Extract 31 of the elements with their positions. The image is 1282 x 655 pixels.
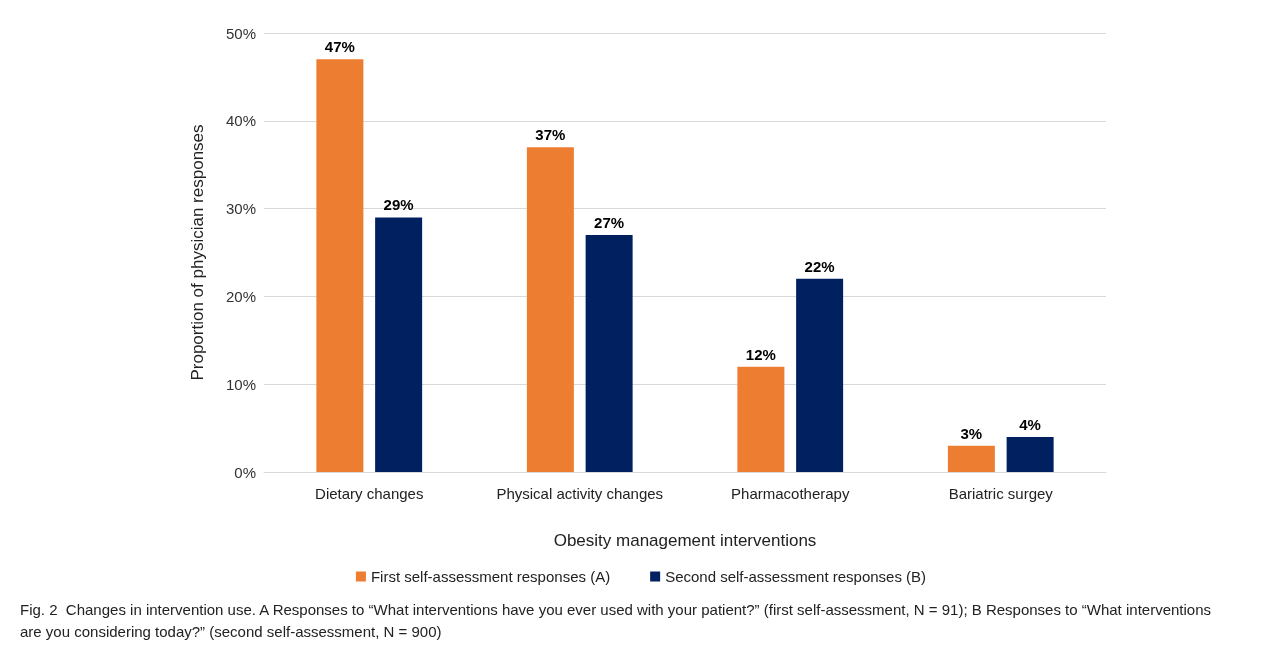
y-tick-label: 20% <box>225 287 256 305</box>
bar <box>526 147 574 472</box>
data-label: 29% <box>383 196 414 214</box>
legend-label: First self-assessment responses (A) <box>370 568 611 585</box>
x-tick-label: Pharmacotherapy <box>731 485 850 502</box>
x-tick-label: Bariatric surgey <box>948 485 1054 502</box>
data-label: 47% <box>324 38 355 56</box>
bar <box>375 217 423 472</box>
data-label: 22% <box>804 257 835 275</box>
y-tick-label: 30% <box>225 200 256 218</box>
y-tick-label: 10% <box>225 375 256 393</box>
bar <box>585 234 633 472</box>
y-tick-label: 50% <box>225 24 256 42</box>
y-tick-label: 40% <box>225 112 256 130</box>
data-label: 27% <box>594 213 625 231</box>
data-label: 12% <box>745 345 776 363</box>
data-label: 4% <box>1019 415 1041 433</box>
bar <box>796 278 844 472</box>
caption: Fig. 2 Changes in intervention use. A Responses to “What interventions have you ever used with your patient?” (first self-assessment, N = 91); B Responses to “What interventions are you considering today?” (second self-assessment, N = 900) <box>20 600 1216 640</box>
bar <box>947 445 995 472</box>
x-axis-title: Obesity management interventions <box>553 531 817 550</box>
data-label: 37% <box>535 126 566 144</box>
y-tick-label: 0% <box>234 463 256 481</box>
y-axis-title: Proportion of physician responses <box>188 124 207 381</box>
bar <box>1006 436 1054 472</box>
x-tick-label: Physical activity changes <box>496 485 664 502</box>
bar <box>737 366 785 472</box>
bar <box>316 59 364 472</box>
x-tick-label: Dietary changes <box>315 485 424 502</box>
data-label: 3% <box>960 424 983 442</box>
legend-label: Second self-assessment responses (B) <box>665 568 927 585</box>
